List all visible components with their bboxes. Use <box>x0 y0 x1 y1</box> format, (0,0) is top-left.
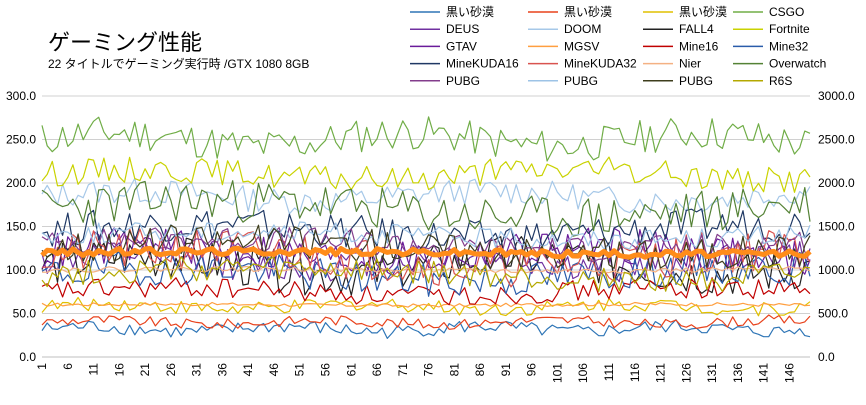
legend-entry: 黒い砂漠 <box>446 5 494 19</box>
y2-axis-ticks: 0.0 500.0 1000.0 1500.0 2000.0 2500.0 3000.0 <box>818 89 855 364</box>
legend-entry: DOOM <box>564 22 601 36</box>
series-line <box>41 265 811 274</box>
grid-lines <box>42 95 810 358</box>
legend-entry: 黒い砂漠 <box>679 5 727 19</box>
x-tick-label: 16 <box>112 363 126 377</box>
series-lines <box>40 116 812 339</box>
x-tick-label: 141 <box>757 363 771 383</box>
legend-entry: PUBG <box>679 74 713 88</box>
y2-tick-label: 1500.0 <box>818 220 855 234</box>
y-tick-label: 150.0 <box>6 220 36 234</box>
legend-entry: CSGO <box>769 5 804 19</box>
x-tick-label: 76 <box>422 363 436 377</box>
x-tick-label: 66 <box>370 363 384 377</box>
series-line <box>41 256 811 292</box>
x-tick-label: 31 <box>190 363 204 377</box>
x-tick-label: 121 <box>654 363 668 383</box>
legend-entry: Nier <box>679 57 701 71</box>
y-tick-label: 300.0 <box>6 89 36 103</box>
legend-entry: FALL4 <box>679 22 714 36</box>
legend-entry: PUBG <box>446 74 480 88</box>
x-tick-label: 131 <box>705 363 719 383</box>
y2-tick-label: 2000.0 <box>818 176 855 190</box>
series-line <box>41 177 811 215</box>
y-tick-label: 50.0 <box>13 307 37 321</box>
legend-entry: R6S <box>769 74 792 88</box>
series-line <box>40 245 812 260</box>
legend-entry: Mine16 <box>679 39 719 53</box>
legend-entry: MGSV <box>564 39 599 53</box>
x-tick-label: 11 <box>87 363 101 376</box>
series-line <box>41 156 811 193</box>
y-axis-ticks: 0.0 50.0 100.0 150.0 200.0 250.0 300.0 <box>6 89 36 364</box>
x-tick-label: 101 <box>550 363 564 383</box>
legend-entry: Mine32 <box>769 39 809 53</box>
series-line <box>41 227 811 262</box>
x-tick-label: 146 <box>782 363 796 383</box>
series-line <box>41 224 811 271</box>
legend-entry: MineKUDA16 <box>446 57 519 71</box>
x-tick-label: 26 <box>164 363 178 377</box>
x-tick-label: 136 <box>731 363 745 383</box>
x-tick-label: 71 <box>396 363 410 377</box>
x-tick-label: 51 <box>293 363 307 377</box>
y-tick-label: 250.0 <box>6 133 36 147</box>
y2-tick-label: 3000.0 <box>818 89 855 103</box>
x-tick-label: 46 <box>267 363 281 377</box>
x-tick-label: 41 <box>241 363 255 377</box>
y-tick-label: 200.0 <box>6 176 36 190</box>
x-tick-label: 1 <box>35 363 49 370</box>
y2-tick-label: 0.0 <box>818 350 835 364</box>
legend-entry: PUBG <box>564 74 598 88</box>
legend-entry: GTAV <box>446 39 477 53</box>
x-tick-label: 81 <box>447 363 461 377</box>
series-line <box>41 208 811 255</box>
legend-entry: Overwatch <box>769 57 826 71</box>
series-line <box>41 319 811 339</box>
series-line <box>41 116 811 162</box>
series-line <box>41 277 811 306</box>
x-axis-ticks: 1 6 11 16 21 26 31 36 41 46 51 56 61 66 71 76 81 86 91 96 10… <box>35 363 796 383</box>
legend-entry: MineKUDA32 <box>564 57 637 71</box>
legend-entry: DEUS <box>446 22 479 36</box>
series-line <box>41 296 811 317</box>
x-tick-label: 36 <box>215 363 229 377</box>
y-tick-label: 100.0 <box>6 263 36 277</box>
series-line <box>41 180 811 237</box>
y2-tick-label: 1000.0 <box>818 263 855 277</box>
y2-tick-label: 2500.0 <box>818 133 855 147</box>
x-tick-label: 6 <box>61 363 75 370</box>
x-tick-label: 61 <box>344 363 358 377</box>
y2-tick-label: 500.0 <box>818 307 848 321</box>
x-tick-label: 86 <box>473 363 487 377</box>
x-tick-label: 21 <box>138 363 152 377</box>
chart-title: ゲーミング性能 <box>48 30 202 55</box>
chart-subtitle: 22 タイトルでゲーミング実行時 /GTX 1080 8GB <box>48 56 309 71</box>
x-tick-label: 106 <box>576 363 590 383</box>
legend-entry: Fortnite <box>769 22 810 36</box>
x-tick-label: 56 <box>318 363 332 377</box>
series-line <box>41 314 811 330</box>
legend: 黒い砂漠 黒い砂漠 黒い砂漠 CSGO DEUS DOOM FALL4 Fortnite GTA… <box>410 5 826 88</box>
x-tick-label: 111 <box>602 363 616 382</box>
x-tick-label: 91 <box>499 363 513 377</box>
x-tick-label: 96 <box>525 363 539 377</box>
x-tick-label: 116 <box>628 363 642 382</box>
x-tick-label: 126 <box>679 363 693 383</box>
legend-entry: 黒い砂漠 <box>564 5 612 19</box>
series-line <box>41 301 811 308</box>
y-tick-label: 0.0 <box>19 350 36 364</box>
